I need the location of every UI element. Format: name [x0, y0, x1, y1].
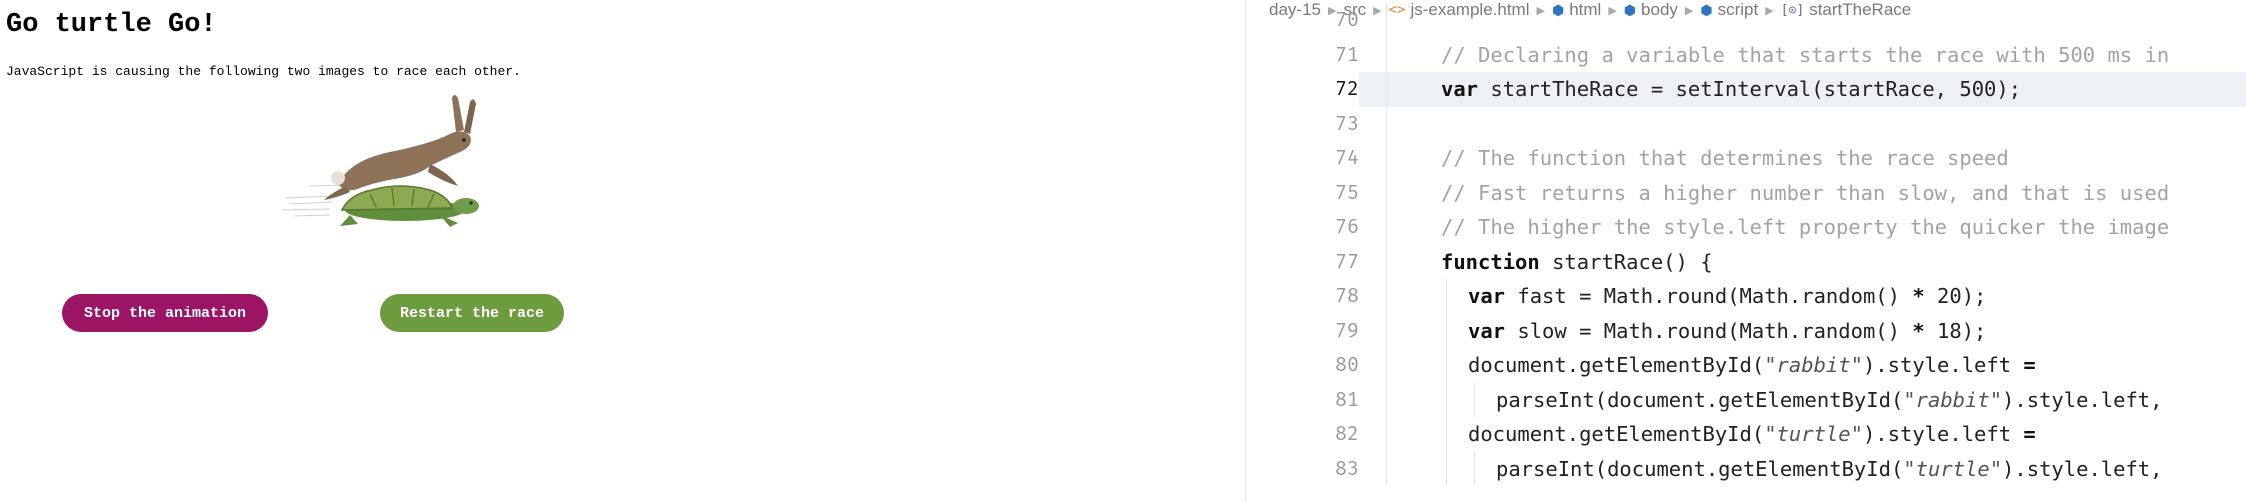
rabbit-icon — [324, 95, 476, 200]
breadcrumb-label: day-15 — [1269, 0, 1321, 19]
speed-lines-icon — [281, 184, 346, 217]
element-cube-icon: ⬢ — [1551, 2, 1565, 18]
code-text: // The function that determines the race… — [1441, 146, 2009, 170]
breadcrumb-item-html[interactable]: ⬢ html — [1552, 0, 1601, 20]
code-text: // The higher the style.left property th… — [1441, 215, 2170, 239]
code-text: var fast = Math.round(Math.random() * 20… — [1468, 284, 1987, 308]
element-cube-icon: ⬢ — [1623, 2, 1637, 18]
breadcrumb-item-startTheRace[interactable]: [⊙] startTheRace — [1781, 0, 1912, 20]
line-number: 75 — [1335, 180, 1359, 205]
code-line: 78 var fast = Math.round(Math.random() *… — [1246, 279, 2246, 314]
line-number: 77 — [1335, 249, 1359, 274]
html-file-icon: <> — [1388, 2, 1406, 18]
code-line: 71 // Declaring a variable that starts t… — [1246, 37, 2246, 72]
element-cube-icon: ⬢ — [1700, 2, 1713, 18]
restart-race-button[interactable]: Restart the race — [380, 294, 564, 332]
chevron-right-icon: ▶ — [1765, 4, 1774, 17]
code-text: parseInt(document.getElementById("turtle… — [1496, 456, 2163, 481]
chevron-right-icon: ▶ — [1536, 4, 1545, 17]
chevron-right-icon: ▶ — [1608, 4, 1617, 17]
line-number: 81 — [1335, 387, 1359, 412]
browser-preview: Go turtle Go! JavaScript is causing the … — [6, 10, 564, 332]
line-number: 74 — [1335, 146, 1359, 170]
code-line: 70 — [1246, 3, 2246, 38]
code-text: // Declaring a variable that starts the … — [1441, 42, 2170, 67]
variable-icon: [⊙] — [1780, 2, 1805, 18]
line-number: 82 — [1335, 422, 1359, 446]
breadcrumb-item-src[interactable]: src — [1343, 0, 1366, 20]
code-editor: day-15 ▶ src ▶ <> js-example.html ▶ ⬢ ht… — [1245, 0, 2246, 502]
breadcrumb-label: html — [1569, 0, 1602, 19]
stop-animation-button[interactable]: Stop the animation — [62, 294, 268, 332]
code-line: 77 function startRace() { — [1246, 244, 2246, 279]
code-line: 73 — [1246, 106, 2246, 141]
line-number: 83 — [1335, 456, 1359, 481]
chevron-right-icon: ▶ — [1327, 4, 1337, 17]
line-number: 78 — [1335, 284, 1359, 308]
chevron-right-icon: ▶ — [1373, 4, 1382, 17]
code-text: document.getElementById("turtle").style.… — [1468, 422, 2036, 446]
breadcrumb-item-body[interactable]: ⬢ body — [1624, 0, 1678, 20]
code-line: 74 // The function that determines the r… — [1246, 141, 2246, 176]
intro-text: JavaScript is causing the following two … — [6, 64, 521, 79]
code-line: 82 document.getElementById("turtle").sty… — [1246, 417, 2246, 452]
breadcrumb-label: src — [1343, 0, 1367, 19]
breadcrumb-item-script[interactable]: ⬢ script — [1700, 0, 1758, 20]
code-line: 76 // The higher the style.left property… — [1246, 210, 2246, 245]
code-line: 83 parseInt(document.getElementById("tur… — [1246, 451, 2246, 486]
rabbit-and-turtle-image — [281, 95, 479, 227]
code-text: document.getElementById("rabbit").style.… — [1468, 353, 2036, 377]
line-number: 71 — [1335, 42, 1359, 67]
line-number: 72 — [1335, 77, 1359, 101]
breadcrumb-item-file[interactable]: <> js-example.html — [1389, 0, 1530, 20]
breadcrumb-label: body — [1641, 0, 1678, 19]
code-text: // Fast returns a higher number than slo… — [1441, 180, 2170, 205]
page-heading: Go turtle Go! — [6, 10, 217, 40]
code-line: 80 document.getElementById("rabbit").sty… — [1246, 348, 2246, 383]
breadcrumb-item-day-15[interactable]: day-15 — [1269, 0, 1321, 20]
code-area[interactable]: 70 71 // Declaring a variable that start… — [1246, 3, 2246, 502]
line-number: 73 — [1335, 111, 1359, 136]
line-number: 79 — [1335, 318, 1359, 343]
code-line-active: 72 var startTheRace = setInterval(startR… — [1246, 72, 2246, 107]
line-number: 70 — [1335, 8, 1359, 32]
breadcrumb-label: startTheRace — [1809, 0, 1912, 19]
code-line: 79 var slow = Math.round(Math.random() *… — [1246, 313, 2246, 348]
turtle-icon — [340, 185, 479, 227]
code-text: function startRace() { — [1441, 249, 1713, 274]
code-text: var slow = Math.round(Math.random() * 18… — [1468, 318, 1987, 343]
breadcrumb-label: js-example.html — [1410, 0, 1530, 19]
chevron-right-icon: ▶ — [1684, 4, 1694, 17]
breadcrumb: day-15 ▶ src ▶ <> js-example.html ▶ ⬢ ht… — [1246, 0, 2246, 20]
code-text: var startTheRace = setInterval(startRace… — [1441, 77, 2022, 101]
line-number: 80 — [1335, 353, 1359, 377]
code-text: parseInt(document.getElementById("rabbit… — [1496, 387, 2163, 412]
breadcrumb-label: script — [1717, 0, 1759, 19]
code-line: 75 // Fast returns a higher number than … — [1246, 175, 2246, 210]
line-number: 76 — [1335, 215, 1359, 239]
code-line: 81 parseInt(document.getElementById("rab… — [1246, 382, 2246, 417]
